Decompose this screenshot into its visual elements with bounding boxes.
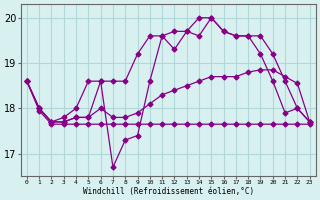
X-axis label: Windchill (Refroidissement éolien,°C): Windchill (Refroidissement éolien,°C) [83,187,254,196]
